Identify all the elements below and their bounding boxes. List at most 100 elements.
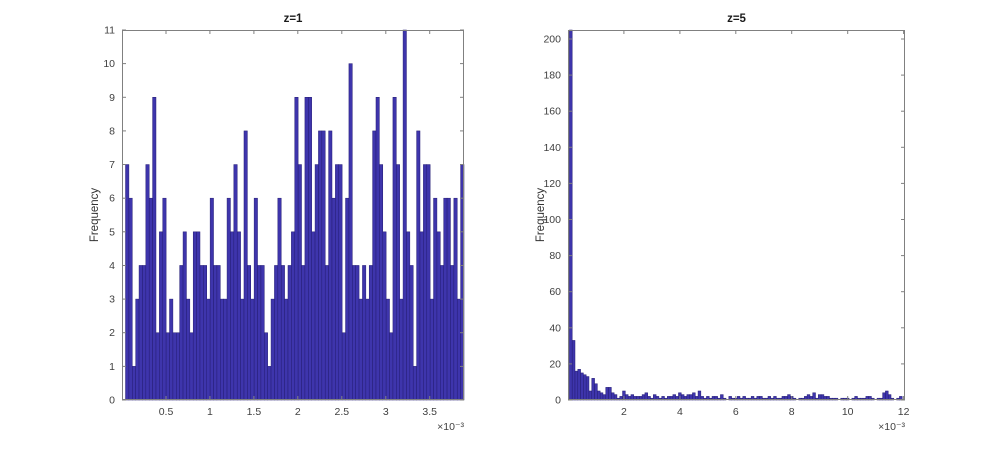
y-tick-label: 140 xyxy=(543,142,561,154)
histogram-bar xyxy=(301,265,306,401)
histogram-bar xyxy=(233,164,238,401)
histogram-bar xyxy=(253,197,258,401)
histogram-bar xyxy=(297,164,302,401)
histogram-bar xyxy=(812,392,816,401)
y-tick-label: 20 xyxy=(549,358,561,370)
histogram-bar xyxy=(450,265,455,401)
histogram-bar xyxy=(152,97,157,401)
histogram-bar xyxy=(125,164,130,401)
histogram-bar xyxy=(176,332,180,401)
histogram-bar xyxy=(155,332,160,401)
histogram-bar xyxy=(352,265,356,401)
histogram-bar xyxy=(189,332,194,401)
histogram-bar xyxy=(270,298,275,401)
histogram-bar xyxy=(318,130,323,401)
y-tick-label: 11 xyxy=(104,25,115,37)
histogram-bar xyxy=(186,298,191,401)
histogram-bar xyxy=(203,265,207,401)
x-tick-label: 6 xyxy=(733,406,739,418)
y-tick-label: 6 xyxy=(109,193,115,205)
x-tick-label: 4 xyxy=(677,406,683,418)
histogram-bar xyxy=(230,231,235,401)
axis-ticks xyxy=(122,29,464,401)
y-tick-label: 0 xyxy=(109,395,115,407)
histogram-bar xyxy=(321,130,326,401)
histogram-bar xyxy=(594,383,598,401)
histogram-bar xyxy=(392,97,397,401)
y-axis-label: Frequency xyxy=(535,188,547,243)
histogram-bar xyxy=(443,197,448,401)
histogram-bar xyxy=(159,231,163,401)
y-tick-label: 60 xyxy=(549,286,561,298)
y-tick-label: 160 xyxy=(543,106,561,118)
histogram-bar xyxy=(433,197,438,401)
histogram-bar xyxy=(145,164,150,401)
histogram-bar xyxy=(588,390,593,401)
histogram-bar xyxy=(165,332,170,401)
histogram-bar xyxy=(226,197,231,401)
histogram-bar xyxy=(138,265,143,401)
histogram-bar xyxy=(250,298,255,401)
histogram-bar xyxy=(355,265,360,401)
histogram-bar xyxy=(264,332,268,401)
axes-frame xyxy=(568,30,905,400)
y-axis-label: Frequency xyxy=(89,188,101,243)
histogram-bar xyxy=(304,97,309,401)
y-tick-label: 80 xyxy=(549,250,561,262)
y-tick-label: 7 xyxy=(109,159,115,171)
histogram-bar xyxy=(291,231,295,401)
histogram-bar xyxy=(148,197,153,401)
histogram-bar xyxy=(372,130,377,401)
histogram-bar xyxy=(569,29,573,401)
histogram-bar xyxy=(179,265,184,401)
histogram-bar xyxy=(429,298,434,401)
histogram-bar xyxy=(328,130,333,401)
histogram-bar xyxy=(196,231,201,401)
histogram-bar xyxy=(591,378,595,401)
histogram-bar xyxy=(426,164,431,401)
x-tick-label: 3 xyxy=(383,406,389,418)
histogram-bar xyxy=(135,298,140,401)
histogram-bar xyxy=(375,97,380,401)
histogram-bar xyxy=(213,265,218,401)
histogram-bar xyxy=(169,298,174,401)
histogram-bar xyxy=(571,340,576,401)
histogram-bar xyxy=(294,97,299,401)
x-tick-label: 2.5 xyxy=(334,406,349,418)
histogram-bar xyxy=(456,298,461,401)
histogram-bar xyxy=(341,332,346,401)
histogram-bar xyxy=(324,265,329,401)
histogram-bar xyxy=(142,265,147,401)
histogram-bar xyxy=(358,298,363,401)
histogram-bar xyxy=(243,130,248,401)
histogram-bar xyxy=(314,164,319,401)
histogram-bar xyxy=(453,197,458,401)
histogram-bar xyxy=(580,372,584,401)
histogram-bar xyxy=(280,265,285,401)
histogram-bar xyxy=(402,29,407,401)
y-tick-label: 1 xyxy=(109,361,115,373)
histogram-bar xyxy=(274,265,279,401)
y-tick-label: 120 xyxy=(543,178,561,190)
axes-frame xyxy=(122,30,464,400)
histogram-bar xyxy=(362,265,367,401)
x-axis-scale-label: ×10⁻³ xyxy=(878,421,905,433)
y-tick-label: 8 xyxy=(109,125,115,137)
y-tick-label: 100 xyxy=(543,214,561,226)
histogram-bar xyxy=(348,63,353,401)
histogram-bar xyxy=(599,392,604,401)
histogram-bar xyxy=(583,374,587,401)
histogram-bar xyxy=(577,369,581,401)
histogram-bar xyxy=(240,298,245,401)
histogram-bars xyxy=(569,29,903,401)
y-tick-label: 200 xyxy=(543,34,561,46)
histogram-bar xyxy=(220,298,224,401)
axis-ticks xyxy=(568,30,905,401)
plot-title: z=5 xyxy=(727,13,746,25)
histogram-bar xyxy=(605,387,609,401)
histogram-bar xyxy=(172,332,177,401)
histogram-bar xyxy=(284,298,289,401)
y-tick-label: 0 xyxy=(555,395,561,407)
